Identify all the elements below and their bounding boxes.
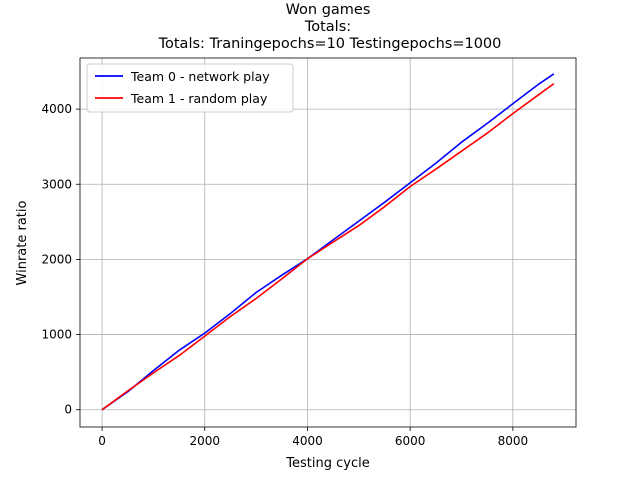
y-tick-label: 4000: [41, 102, 72, 116]
series-line: [101, 73, 555, 411]
y-tick-label: 0: [64, 403, 72, 417]
x-tick-label: 4000: [292, 434, 323, 448]
series-line: [101, 82, 555, 411]
chart-subtitle-details: Totals: Traningepochs=10 Testingepochs=1…: [158, 36, 502, 52]
y-tick-label: 3000: [41, 177, 72, 191]
x-tick-label: 8000: [498, 434, 529, 448]
x-tick-label: 2000: [189, 434, 220, 448]
plot-area: 0 2000 4000 6000 8000 0 1000 2000 3000 4000 Team 0…: [41, 57, 577, 448]
x-tick-label: 6000: [395, 434, 426, 448]
chart-subtitle: Totals:: [304, 19, 351, 35]
y-tick-label: 2000: [41, 252, 72, 266]
legend-label: Team 0 - network play: [130, 69, 270, 84]
y-tick-label: 1000: [41, 328, 72, 342]
x-tick-label: 0: [98, 434, 106, 448]
axes-frame: [79, 57, 577, 428]
chart-title: Won games: [286, 2, 371, 18]
legend-box: [86, 63, 294, 113]
y-axis-label: Winrate ratio: [15, 200, 30, 285]
x-axis-label: Testing cycle: [285, 456, 369, 471]
legend-label: Team 1 - random play: [130, 91, 268, 106]
